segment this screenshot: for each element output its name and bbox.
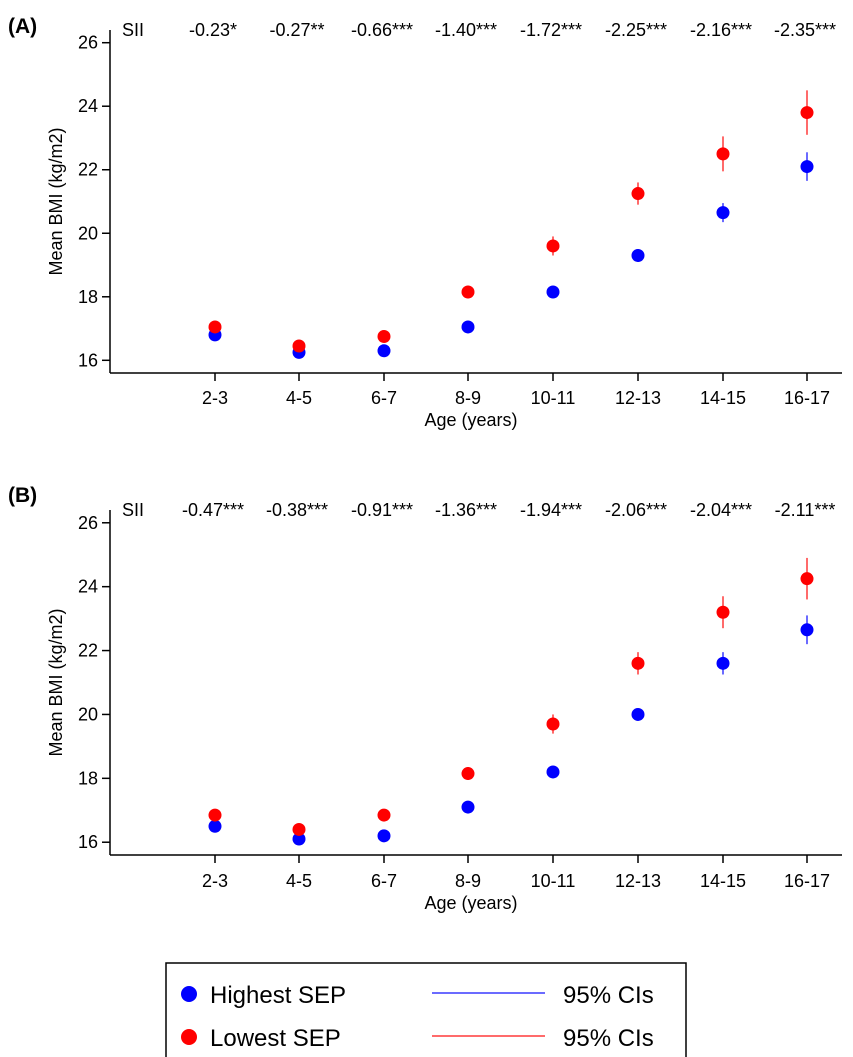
data-point-highest-sep — [461, 800, 475, 814]
sii-label: SII — [122, 20, 144, 40]
x-tick-label: 12-13 — [615, 871, 661, 891]
sii-value: -2.11*** — [775, 500, 836, 520]
data-point-highest-sep — [546, 285, 560, 299]
panel-a: (A) 16 18 20 22 24 26 2-3 4-5 6-7 8-9 10-11 12-13 14-… — [8, 15, 842, 430]
y-tick-label: 16 — [78, 350, 98, 370]
legend-label-lowest-sep: Lowest SEP — [210, 1025, 341, 1052]
data-point-highest-sep — [377, 829, 391, 843]
x-tick-label: 14-15 — [700, 388, 746, 408]
panel-label-b: (B) — [8, 484, 37, 507]
data-point-lowest-sep — [377, 808, 391, 822]
sii-value: -2.35*** — [774, 20, 836, 40]
data-point-lowest-sep — [208, 320, 222, 334]
panel-label-a: (A) — [8, 15, 37, 38]
data-point-highest-sep — [800, 160, 814, 174]
legend: Highest SEP 95% CIs Lowest SEP 95% CIs — [165, 962, 687, 1057]
y-axis-title: Mean BMI (kg/m2) — [46, 608, 66, 756]
data-point-lowest-sep — [208, 808, 222, 822]
x-tick-label: 4-5 — [286, 871, 312, 891]
data-point-lowest-sep — [377, 329, 391, 343]
x-tick-label: 16-17 — [784, 871, 830, 891]
sii-value: -2.25*** — [605, 20, 667, 40]
x-tick-label: 14-15 — [700, 871, 746, 891]
data-point-lowest-sep — [461, 285, 475, 299]
data-point-lowest-sep — [716, 147, 730, 161]
data-point-lowest-sep — [716, 605, 730, 619]
data-point-lowest-sep — [800, 572, 814, 586]
x-tick-label: 6-7 — [371, 871, 397, 891]
data-point-highest-sep — [800, 623, 814, 637]
legend-marker-lowest-sep — [181, 1029, 197, 1045]
x-tick-label: 8-9 — [455, 388, 481, 408]
legend-ci-label-lowest-sep: 95% CIs — [563, 1025, 654, 1052]
y-tick-label: 18 — [78, 287, 98, 307]
data-point-highest-sep — [208, 819, 222, 833]
data-point-lowest-sep — [631, 656, 645, 670]
x-tick-label: 10-11 — [531, 871, 576, 891]
panel-b: (B) 16 18 20 22 24 26 2-3 4-5 6-7 8-9 10-11 12-13 14-… — [8, 484, 842, 913]
sii-value: -1.40*** — [435, 20, 497, 40]
sii-value: -0.47*** — [182, 500, 244, 520]
data-point-lowest-sep — [546, 239, 560, 253]
data-point-lowest-sep — [800, 106, 814, 120]
y-tick-label: 18 — [78, 768, 98, 788]
y-tick-label: 20 — [78, 223, 98, 243]
data-point-highest-sep — [546, 765, 560, 779]
x-axis-title: Age (years) — [424, 410, 517, 430]
x-axis-title: Age (years) — [424, 893, 517, 913]
data-point-highest-sep — [377, 344, 391, 358]
data-point-highest-sep — [461, 320, 475, 334]
data-point-highest-sep — [716, 206, 730, 220]
data-point-highest-sep — [631, 248, 645, 262]
x-tick-label: 10-11 — [531, 388, 576, 408]
data-point-lowest-sep — [292, 339, 306, 353]
legend-label-highest-sep: Highest SEP — [210, 982, 346, 1009]
sii-value: -0.66*** — [351, 20, 413, 40]
sii-value: -1.94*** — [520, 500, 582, 520]
sii-value: -1.36*** — [435, 500, 497, 520]
y-tick-label: 20 — [78, 704, 98, 724]
y-tick-label: 24 — [78, 577, 98, 597]
sii-value: -0.27** — [269, 20, 324, 40]
sii-value: -1.72*** — [520, 20, 582, 40]
x-tick-label: 2-3 — [202, 871, 228, 891]
legend-ci-label-highest-sep: 95% CIs — [563, 982, 654, 1009]
sii-value: -2.16*** — [690, 20, 752, 40]
sii-label: SII — [122, 500, 144, 520]
data-point-highest-sep — [292, 832, 306, 846]
data-point-lowest-sep — [292, 822, 306, 836]
sii-value: -2.06*** — [605, 500, 667, 520]
data-point-lowest-sep — [631, 187, 645, 201]
y-tick-label: 24 — [78, 96, 98, 116]
x-tick-label: 4-5 — [286, 388, 312, 408]
x-tick-label: 6-7 — [371, 388, 397, 408]
x-tick-label: 16-17 — [784, 388, 830, 408]
y-tick-label: 22 — [78, 160, 98, 180]
x-tick-label: 12-13 — [615, 388, 661, 408]
sii-value: -0.91*** — [351, 500, 413, 520]
legend-marker-highest-sep — [181, 986, 197, 1002]
sii-value: -0.38*** — [266, 500, 328, 520]
y-tick-label: 26 — [78, 513, 98, 533]
y-tick-label: 26 — [78, 33, 98, 53]
data-point-highest-sep — [716, 656, 730, 670]
data-point-highest-sep — [631, 707, 645, 721]
y-tick-label: 22 — [78, 641, 98, 661]
y-axis-title: Mean BMI (kg/m2) — [46, 127, 66, 275]
sii-value: -2.04*** — [690, 500, 752, 520]
x-tick-label: 8-9 — [455, 871, 481, 891]
legend-box — [165, 962, 687, 1057]
data-point-lowest-sep — [546, 717, 560, 731]
x-tick-label: 2-3 — [202, 388, 228, 408]
y-tick-label: 16 — [78, 832, 98, 852]
data-point-lowest-sep — [461, 767, 475, 781]
sii-value: -0.23* — [189, 20, 237, 40]
